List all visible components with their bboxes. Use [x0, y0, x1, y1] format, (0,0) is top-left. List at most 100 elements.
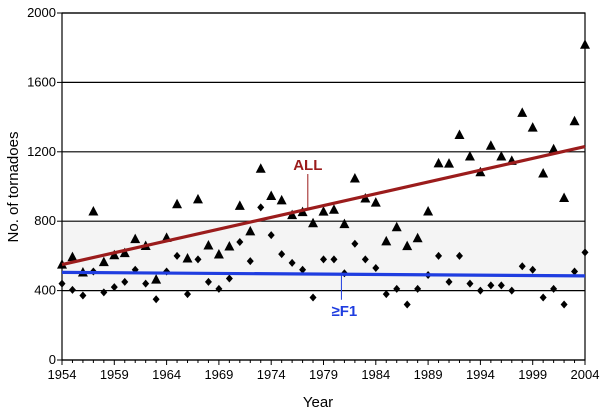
f1-tornadoes-point [257, 203, 265, 212]
all-tornadoes-point [276, 194, 287, 205]
f1-tornadoes-point [518, 262, 526, 271]
x-tick-label: 1999 [518, 367, 547, 382]
all-tornadoes-point [266, 190, 277, 201]
f1-tornadoes-point [121, 277, 129, 286]
all-tornadoes-point [172, 198, 183, 209]
f1-tornadoes-point [393, 284, 401, 293]
all-tornadoes-point [308, 217, 319, 228]
y-tick-label: 2000 [27, 5, 56, 20]
x-axis-ticks: 1954 1959 1964 1969 1974 1979 1984 1989 1994 1999… [48, 360, 600, 382]
f1-series-label: ≥F1 [332, 303, 358, 320]
all-tornadoes-point [412, 232, 423, 243]
all-tornadoes-point [234, 200, 245, 210]
f1-trend-line [61, 270, 586, 278]
all-tornadoes-point [203, 239, 214, 250]
f1-tornadoes-point [581, 248, 589, 257]
all-tornadoes-point [485, 140, 496, 150]
all-tornadoes-point [402, 240, 413, 251]
f1-tornadoes-point [204, 277, 212, 286]
all-tornadoes-point [464, 150, 475, 161]
trend-lines [61, 145, 586, 278]
all-tornadoes-point [370, 197, 381, 207]
all-tornadoes-point [67, 251, 78, 262]
f1-tornadoes-point [68, 285, 76, 294]
all-tornadoes-point [255, 163, 266, 173]
f1-tornadoes-point [225, 274, 233, 283]
f1-tornadoes-point [403, 300, 411, 309]
f1-tornadoes-point [110, 283, 118, 292]
x-tick-label: 1969 [204, 367, 233, 382]
f1-tornadoes-point [184, 290, 192, 299]
f1-tornadoes-point [267, 231, 275, 240]
all-tornadoes-point [119, 247, 130, 258]
f1-tornadoes-point [288, 258, 296, 267]
x-tick-label: 1959 [100, 367, 129, 382]
all-tornadoes-point [569, 115, 580, 126]
f1-tornadoes-point [435, 251, 443, 260]
f1-tornadoes-point [278, 250, 286, 259]
f1-tornadoes-point [508, 286, 516, 295]
all-tornadoes-point [391, 221, 402, 232]
all-trend-line [61, 145, 586, 267]
x-tick-label: 1964 [152, 367, 181, 382]
all-tornadoes-point [245, 225, 256, 236]
all-tornadoes-point [454, 129, 465, 139]
all-tornadoes-point [213, 249, 224, 259]
f1-tornadoes-point [550, 284, 558, 293]
f1-tornadoes-point [414, 284, 422, 293]
all-tornadoes-point [433, 157, 444, 168]
f1-tornadoes-point [320, 255, 327, 264]
all-tornadoes-point [381, 235, 392, 246]
y-axis-ticks: 0 400 800 1200 1600 2000 [27, 5, 62, 367]
x-tick-label: 2004 [571, 367, 600, 382]
f1-tornadoes-point [152, 295, 160, 304]
f1-tornadoes-point [194, 255, 202, 264]
x-axis-title: Year [303, 394, 333, 411]
all-tornadoes-point [224, 241, 235, 251]
annotations: ALL ≥F1 [293, 157, 357, 320]
x-tick-label: 1974 [257, 367, 286, 382]
f1-tornadoes-point [529, 265, 537, 274]
all-tornadoes-point [287, 209, 298, 220]
all-tornadoes-point [88, 205, 99, 216]
f1-tornadoes-point [142, 279, 150, 288]
y-axis-title: No. of tornadoes [5, 132, 22, 243]
all-tornadoes-point [496, 150, 507, 161]
y-tick-label: 1200 [27, 144, 56, 159]
x-tick-label: 1954 [48, 367, 77, 382]
f1-tornadoes-point [246, 257, 254, 266]
all-tornadoes-point [548, 143, 559, 154]
y-tick-label: 800 [34, 213, 56, 228]
y-tick-label: 1600 [27, 74, 56, 89]
f1-tornadoes-point [476, 286, 484, 295]
f1-tornadoes-point [497, 281, 505, 290]
all-tornadoes-point [98, 256, 109, 267]
all-tornadoes-point [580, 39, 590, 49]
f1-tornadoes-point [100, 288, 108, 297]
f1-tornadoes-point [539, 293, 547, 302]
f1-tornadoes-point [299, 265, 307, 274]
all-tornadoes-point [527, 122, 538, 132]
all-series-label: ALL [293, 157, 322, 174]
f1-tornadoes-point [173, 251, 181, 260]
f1-tornadoes-point [79, 291, 87, 300]
f1-tornadoes-point [372, 264, 380, 273]
x-tick-label: 1979 [309, 367, 338, 382]
all-tornadoes-point [517, 107, 528, 117]
all-tornadoes-point [538, 167, 549, 178]
all-tornadoes-point [339, 218, 350, 229]
all-tornadoes-point [182, 253, 193, 263]
f1-tornadoes-point [236, 238, 244, 247]
all-tornadoes-point [444, 158, 455, 168]
f1-tornadoes-point [560, 300, 568, 309]
f1-tornadoes-point [58, 279, 66, 288]
all-tornadoes-point [130, 233, 141, 244]
all-tornadoes-point [349, 173, 360, 183]
f1-tornadoes-point [571, 267, 579, 276]
x-tick-label: 1984 [361, 367, 390, 382]
x-tick-label: 1994 [466, 367, 495, 382]
f1-tornadoes-point [215, 284, 223, 293]
